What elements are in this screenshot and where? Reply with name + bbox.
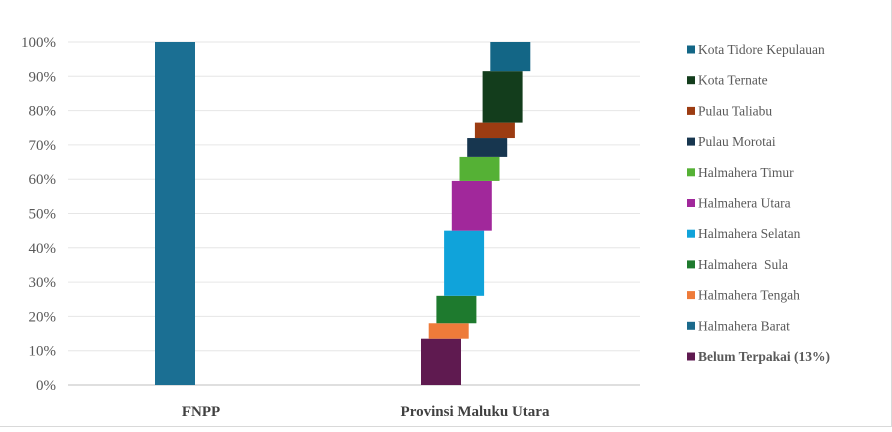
legend-swatch-halmahera-timur (687, 168, 695, 177)
legend-swatch-belum-terpakai (687, 352, 695, 361)
bar-halmahera-tengah (428, 323, 469, 339)
legend-label-kota-tidore-kepulauan: Kota Tidore Kepulauan (698, 42, 825, 57)
legend-label-halmahera-utara: Halmahera Utara (698, 196, 791, 211)
bar-kota-tidore-kepulauan (490, 42, 531, 72)
legend-label-pulau-morotai: Pulau Morotai (698, 134, 776, 149)
legend-swatch-halmahera-selatan (687, 229, 695, 238)
legend-swatch-halmahera-barat (687, 321, 695, 330)
legend-label-belum-terpakai: Belum Terpakai (13%) (698, 349, 830, 364)
legend-swatch-kota-tidore-kepulauan (687, 45, 695, 54)
legend-label-halmahera-selatan: Halmahera Selatan (698, 226, 801, 241)
legend-swatch-pulau-taliabu (687, 106, 695, 115)
bar-halmahera-sula (436, 295, 477, 324)
y-tick-label: 70% (29, 138, 57, 154)
bars (155, 42, 531, 385)
legend-swatch-halmahera-sula (687, 260, 695, 269)
bar-kota-ternate (482, 71, 523, 123)
y-tick-label: 0% (36, 378, 56, 394)
y-tick-label: 90% (29, 69, 57, 85)
x-category-label-provinsi-maluku-utara: Provinsi Maluku Utara (401, 404, 550, 420)
bar-pulau-taliabu (474, 122, 515, 139)
legend-swatch-halmahera-tengah (687, 291, 695, 300)
y-tick-label: 40% (29, 241, 57, 257)
y-tick-label: 30% (29, 275, 57, 291)
bar-halmahera-timur (459, 156, 500, 181)
y-tick-label: 10% (29, 344, 57, 360)
gridlines (68, 41, 640, 386)
x-category-label-fnpp: FNPP (182, 404, 220, 420)
bar-belum-terpakai (421, 338, 461, 385)
legend-label-kota-ternate: Kota Ternate (698, 73, 768, 88)
legend-label-halmahera-sula: Halmahera Sula (698, 257, 788, 272)
bar-pulau-morotai (467, 138, 508, 157)
legend-label-halmahera-tengah: Halmahera Tengah (698, 288, 800, 303)
y-tick-label: 50% (29, 207, 57, 223)
legend-swatch-pulau-morotai (687, 137, 695, 146)
legend-label-pulau-taliabu: Pulau Taliabu (698, 103, 772, 118)
legend-swatch-kota-ternate (687, 76, 695, 85)
legend-label-halmahera-barat: Halmahera Barat (698, 318, 790, 333)
bar-fnpp (155, 42, 195, 385)
y-axis-tick-labels: 0% 10% 20% 30% 40% 50% 60% 70% 80% 90% 100% (21, 35, 56, 394)
legend-label-halmahera-timur: Halmahera Timur (698, 165, 794, 180)
y-tick-label: 60% (29, 172, 57, 188)
x-axis: FNPP Provinsi Maluku Utara (182, 404, 550, 420)
y-tick-label: 80% (29, 104, 57, 120)
legend: Kota Tidore Kepulauan Kota Ternate Pulau T… (687, 42, 830, 364)
bar-halmahera-selatan (444, 230, 485, 296)
y-tick-label: 20% (29, 309, 57, 325)
legend-swatch-halmahera-utara (687, 199, 695, 207)
y-tick-label: 100% (21, 35, 56, 51)
bar-halmahera-utara (451, 180, 492, 231)
